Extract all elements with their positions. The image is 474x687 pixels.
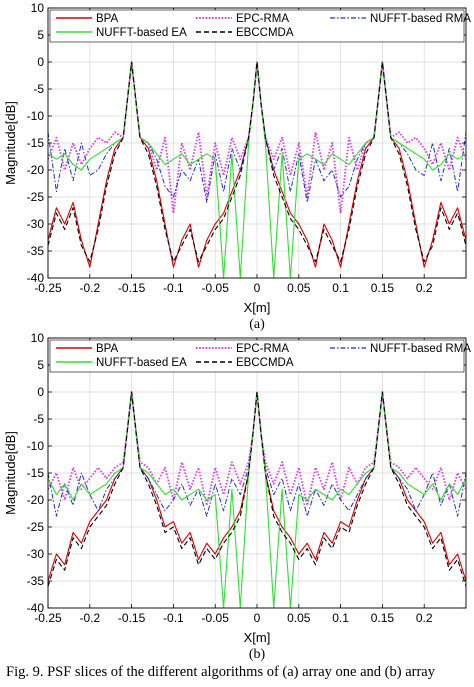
- x-tick-label: -0.05: [202, 281, 230, 295]
- y-tick-label: -10: [27, 109, 45, 123]
- y-axis-label: Magnitude[dB]: [3, 101, 18, 185]
- legend-label: NUFFT-based RMA: [370, 13, 471, 25]
- x-tick-label: 0.1: [332, 281, 349, 295]
- x-tick-label: 0: [254, 611, 261, 625]
- series-line-ebccmda: [48, 391, 466, 587]
- y-tick-label: -5: [33, 412, 44, 426]
- legend-label: EBCCMDA: [236, 27, 294, 39]
- y-tick-label: 0: [37, 385, 44, 399]
- y-axis-label: Magnitude[dB]: [3, 431, 18, 515]
- legend-box: [49, 9, 465, 43]
- x-tick-label: -0.2: [79, 611, 100, 625]
- y-tick-label: -15: [27, 466, 45, 480]
- x-tick-label: -0.1: [163, 281, 184, 295]
- panel-label: (b): [249, 647, 266, 662]
- x-tick-label: 0.05: [287, 611, 311, 625]
- x-tick-label: -0.25: [34, 281, 62, 295]
- series-line-ebccmda: [48, 61, 466, 263]
- x-tick-label: -0.15: [118, 281, 146, 295]
- y-tick-label: -40: [27, 601, 45, 615]
- y-tick-label: -30: [27, 547, 45, 561]
- y-tick-label: -35: [27, 574, 45, 588]
- legend-label: EBCCMDA: [236, 357, 294, 369]
- x-tick-label: 0.2: [416, 281, 433, 295]
- y-tick-label: 0: [37, 55, 44, 69]
- x-tick-label: -0.25: [34, 611, 62, 625]
- y-tick-label: 10: [31, 1, 45, 15]
- panel-label: (a): [249, 317, 265, 332]
- y-tick-label: -40: [27, 271, 45, 285]
- y-tick-label: -5: [33, 82, 44, 96]
- x-axis-label: X[m]: [244, 630, 271, 645]
- legend-label: NUFFT-based RMA: [370, 343, 471, 355]
- legend-label: EPC-RMA: [236, 343, 289, 355]
- x-tick-label: 0.2: [416, 611, 433, 625]
- y-tick-label: -20: [27, 493, 45, 507]
- y-tick-label: -20: [27, 163, 45, 177]
- series-group: [48, 61, 466, 278]
- y-tick-label: -15: [27, 136, 45, 150]
- chart-panel-a: 10 5 0 -5 -10 -15 -20 -25 -30 -35 -40-0.25 -0.2 -0.1…: [3, 1, 471, 332]
- x-tick-label: -0.15: [118, 611, 146, 625]
- x-tick-label: 0.05: [287, 281, 311, 295]
- y-tick-label: -10: [27, 439, 45, 453]
- series-group: [48, 391, 466, 608]
- legend: BPA EPC-RMA NUFFT-based RMA NUFFT-based EA E…: [49, 9, 471, 43]
- y-tick-label: -35: [27, 244, 45, 258]
- y-tick-label: -30: [27, 217, 45, 231]
- x-tick-label: -0.2: [79, 281, 100, 295]
- legend-label: BPA: [96, 343, 118, 355]
- x-tick-label: 0.15: [371, 281, 395, 295]
- x-tick-label: 0.1: [332, 611, 349, 625]
- legend-box: [49, 339, 465, 373]
- x-tick-label: 0.15: [371, 611, 395, 625]
- y-tick-label: -25: [27, 520, 45, 534]
- x-tick-label: 0: [254, 281, 261, 295]
- y-tick-label: -25: [27, 190, 45, 204]
- legend-label: NUFFT-based EA: [96, 357, 187, 369]
- y-tick-label: 5: [37, 28, 44, 42]
- legend-label: EPC-RMA: [236, 13, 289, 25]
- legend: BPA EPC-RMA NUFFT-based RMA NUFFT-based EA E…: [49, 339, 471, 373]
- legend-label: NUFFT-based EA: [96, 27, 187, 39]
- y-tick-label: 10: [31, 331, 45, 345]
- x-axis-label: X[m]: [244, 300, 271, 315]
- legend-label: BPA: [96, 13, 118, 25]
- chart-panel-b: 10 5 0 -5 -10 -15 -20 -25 -30 -35 -40-0.25 -0.2 -0.1…: [3, 331, 471, 662]
- y-tick-label: 5: [37, 358, 44, 372]
- figure-caption: Fig. 9. PSF slices of the different algo…: [6, 664, 435, 680]
- x-tick-label: -0.1: [163, 611, 184, 625]
- x-tick-label: -0.05: [202, 611, 230, 625]
